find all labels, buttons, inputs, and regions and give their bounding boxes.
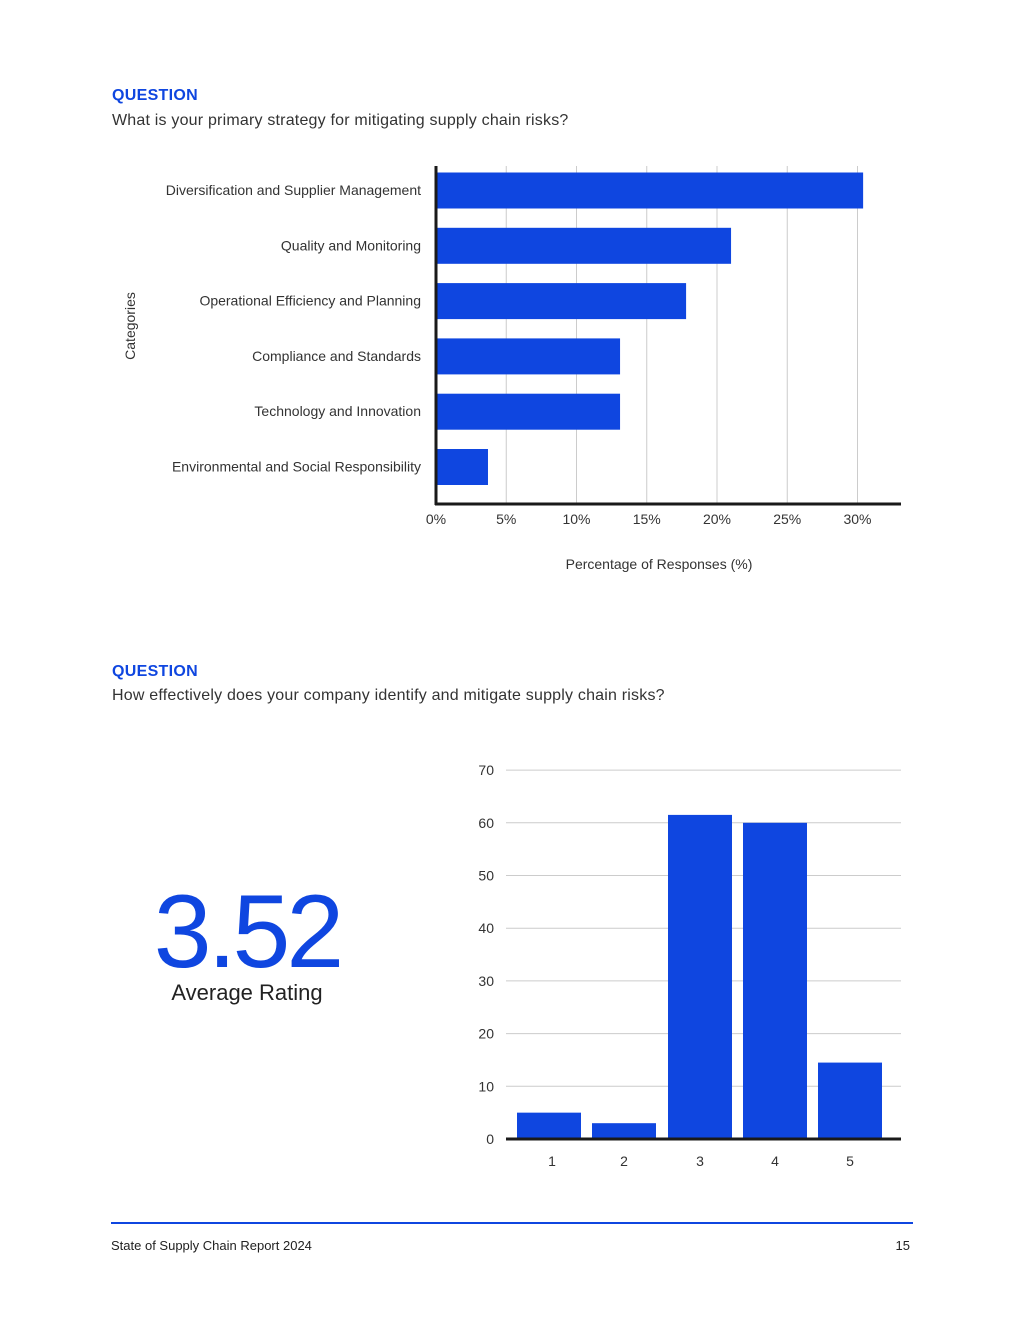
- category-label: Quality and Monitoring: [281, 237, 421, 253]
- question-text: How effectively does your company identi…: [112, 687, 665, 704]
- y-tick-label: 60: [478, 815, 494, 831]
- rating-bar-chart: 0 10 20 30 40 50 60 70 1 2 3 4 5: [478, 762, 901, 1169]
- bar: [818, 1062, 882, 1139]
- x-tick-label: 5: [846, 1153, 854, 1169]
- bar: [517, 1112, 581, 1139]
- y-tick-label: 40: [478, 920, 494, 936]
- footer-divider: [111, 1222, 913, 1224]
- strategy-bar-chart: 0% 5% 10% 15% 20% 25% 30% Diversification and S…: [122, 166, 901, 572]
- category-label: Operational Efficiency and Planning: [199, 293, 421, 309]
- x-tick-label: 30%: [843, 511, 871, 527]
- bar: [743, 822, 807, 1139]
- y-tick-label: 10: [478, 1078, 494, 1094]
- average-rating-value: 3.52: [153, 874, 344, 990]
- bar: [668, 814, 732, 1139]
- x-tick-label: 25%: [773, 511, 801, 527]
- x-tick-label: 3: [696, 1153, 704, 1169]
- x-tick-label: 4: [771, 1153, 779, 1169]
- bar: [592, 1123, 656, 1139]
- bar: [436, 338, 621, 375]
- bar: [436, 449, 488, 485]
- x-tick-label: 10%: [562, 511, 590, 527]
- bar: [436, 227, 732, 264]
- x-tick-label: 20%: [703, 511, 731, 527]
- x-tick-label: 0%: [426, 511, 446, 527]
- x-axis-title: Percentage of Responses (%): [566, 556, 753, 572]
- x-tick-label: 5%: [496, 511, 516, 527]
- bar: [436, 393, 621, 430]
- x-tick-label: 2: [620, 1153, 628, 1169]
- category-label: Diversification and Supplier Management: [166, 182, 421, 198]
- page-number: 15: [895, 1238, 910, 1253]
- category-label: Environmental and Social Responsibility: [172, 459, 421, 475]
- footer-report-title: State of Supply Chain Report 2024: [111, 1238, 312, 1253]
- bar: [436, 172, 864, 209]
- y-tick-label: 50: [478, 868, 494, 884]
- y-axis-title: Categories: [122, 292, 138, 360]
- x-tick-label: 15%: [633, 511, 661, 527]
- y-tick-label: 30: [478, 973, 494, 989]
- question-text: What is your primary strategy for mitiga…: [112, 112, 569, 129]
- question-label: QUESTION: [112, 87, 198, 104]
- y-tick-label: 70: [478, 762, 494, 778]
- category-label: Technology and Innovation: [254, 403, 421, 419]
- y-tick-label: 20: [478, 1026, 494, 1042]
- bar: [436, 283, 687, 320]
- y-tick-label: 0: [486, 1131, 494, 1147]
- x-tick-label: 1: [548, 1153, 556, 1169]
- category-label: Compliance and Standards: [252, 348, 421, 364]
- average-rating-label: Average Rating: [171, 980, 323, 1005]
- question-label: QUESTION: [112, 663, 198, 680]
